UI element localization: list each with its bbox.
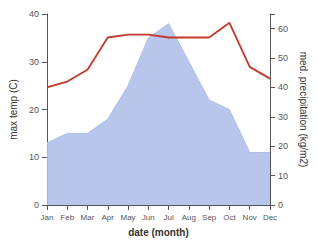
svg-text:10: 10 bbox=[29, 152, 39, 162]
svg-text:20: 20 bbox=[278, 141, 288, 151]
svg-text:20: 20 bbox=[29, 105, 39, 115]
svg-text:0: 0 bbox=[34, 200, 39, 210]
svg-text:max temp (C): max temp (C) bbox=[8, 79, 19, 140]
svg-text:date (month): date (month) bbox=[128, 227, 189, 238]
svg-text:Apr: Apr bbox=[102, 213, 115, 222]
svg-text:50: 50 bbox=[278, 53, 288, 63]
svg-text:Jan: Jan bbox=[40, 213, 53, 222]
svg-text:60: 60 bbox=[278, 24, 288, 34]
svg-text:Feb: Feb bbox=[60, 213, 74, 222]
svg-text:Dec: Dec bbox=[263, 213, 277, 222]
svg-text:0: 0 bbox=[278, 200, 283, 210]
svg-text:med. precipitation (kg/m2): med. precipitation (kg/m2) bbox=[298, 52, 309, 168]
svg-text:Nov: Nov bbox=[243, 213, 257, 222]
svg-text:Oct: Oct bbox=[223, 213, 236, 222]
svg-text:40: 40 bbox=[29, 9, 39, 19]
svg-text:30: 30 bbox=[29, 57, 39, 67]
svg-text:Aug: Aug bbox=[182, 213, 196, 222]
svg-text:Jul: Jul bbox=[163, 213, 173, 222]
svg-text:May: May bbox=[120, 213, 135, 222]
svg-text:Mar: Mar bbox=[81, 213, 95, 222]
svg-text:40: 40 bbox=[278, 82, 288, 92]
svg-text:Jun: Jun bbox=[142, 213, 155, 222]
svg-text:30: 30 bbox=[278, 112, 288, 122]
svg-text:10: 10 bbox=[278, 171, 288, 181]
svg-text:Sep: Sep bbox=[202, 213, 217, 222]
